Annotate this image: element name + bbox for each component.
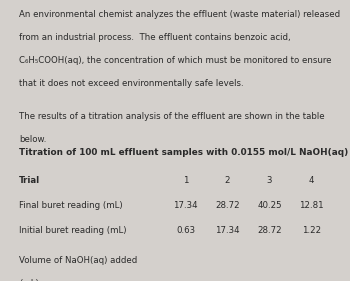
Text: 28.72: 28.72	[215, 201, 240, 210]
Text: 0.63: 0.63	[176, 226, 195, 235]
Text: Trial: Trial	[19, 176, 40, 185]
Text: Titration of 100 mL effluent samples with 0.0155 mol/L NaOH(aq): Titration of 100 mL effluent samples wit…	[19, 148, 349, 157]
Text: An environmental chemist analyzes the effluent (waste material) released: An environmental chemist analyzes the ef…	[19, 10, 340, 19]
Text: 17.34: 17.34	[215, 226, 240, 235]
Text: Initial buret reading (mL): Initial buret reading (mL)	[19, 226, 127, 235]
Text: Final buret reading (mL): Final buret reading (mL)	[19, 201, 123, 210]
Text: 1: 1	[183, 176, 188, 185]
Text: The results of a titration analysis of the effluent are shown in the table: The results of a titration analysis of t…	[19, 112, 325, 121]
Text: below.: below.	[19, 135, 47, 144]
Text: 4: 4	[309, 176, 314, 185]
Text: 1.22: 1.22	[302, 226, 321, 235]
Text: 28.72: 28.72	[257, 226, 282, 235]
Text: 12.81: 12.81	[299, 201, 324, 210]
Text: 40.25: 40.25	[257, 201, 282, 210]
Text: (mL): (mL)	[19, 279, 39, 281]
Text: 17.34: 17.34	[173, 201, 198, 210]
Text: C₆H₅COOH(aq), the concentration of which must be monitored to ensure: C₆H₅COOH(aq), the concentration of which…	[19, 56, 332, 65]
Text: Volume of NaOH(aq) added: Volume of NaOH(aq) added	[19, 256, 138, 265]
Text: 2: 2	[225, 176, 230, 185]
Text: that it does not exceed environmentally safe levels.: that it does not exceed environmentally …	[19, 79, 244, 88]
Text: 3: 3	[267, 176, 272, 185]
Text: from an industrial process.  The effluent contains benzoic acid,: from an industrial process. The effluent…	[19, 33, 291, 42]
